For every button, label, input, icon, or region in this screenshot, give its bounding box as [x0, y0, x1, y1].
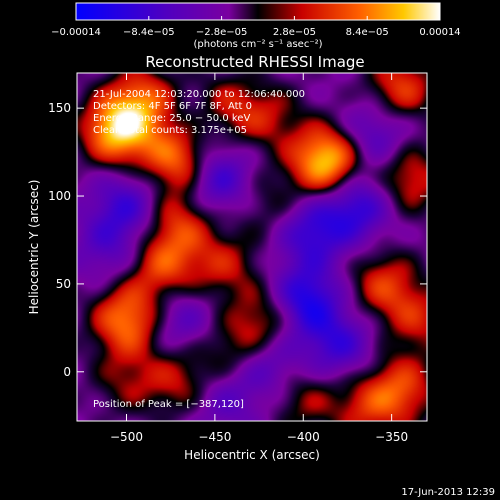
annotations: 21-Jul-2004 12:03:20.000 to 12:06:40.000… — [93, 89, 305, 410]
y-tick-label: 0 — [63, 365, 71, 379]
colorbar-gradient — [75, 2, 441, 21]
y-axis-ticks: 0 50 100 150 — [48, 101, 427, 379]
annotation-counts: Clean Total counts: 3.175e+05 — [93, 125, 247, 136]
annotation-energy: Energy Range: 25.0 − 50.0 keV — [93, 113, 250, 124]
x-tick-label: −500 — [110, 430, 143, 444]
colorbar-tick-label: 8.4e−05 — [346, 27, 389, 38]
x-axis-label: Heliocentric X (arcsec) — [184, 448, 320, 462]
colorbar: −0.00014 −8.4e−05 −2.8e−05 2.8e−05 8.4e−05 0.… — [51, 2, 461, 50]
annotation-peak: Position of Peak = [−387,120] — [93, 399, 244, 410]
annotation-time: 21-Jul-2004 12:03:20.000 to 12:06:40.000 — [93, 89, 305, 100]
plot-frame — [76, 72, 428, 422]
annotation-detectors: Detectors: 4F 5F 6F 7F 8F, Att 0 — [93, 101, 252, 112]
chart-title: Reconstructed RHESSI Image — [145, 53, 364, 71]
colorbar-tick-label: −2.8e−05 — [196, 27, 248, 38]
y-axis-label: Heliocentric Y (arcsec) — [27, 180, 41, 315]
x-tick-label: −450 — [198, 430, 231, 444]
plot-area — [76, 72, 428, 422]
colorbar-tick-label: 2.8e−05 — [273, 27, 316, 38]
colorbar-unit-label: (photons cm⁻² s⁻¹ asec⁻²) — [193, 39, 322, 50]
colorbar-tick-label: −8.4e−05 — [123, 27, 175, 38]
y-tick-label: 50 — [56, 277, 71, 291]
colorbar-tick-label: −0.00014 — [51, 27, 101, 38]
x-tick-label: −350 — [375, 430, 408, 444]
x-axis-ticks: −500 −450 −400 −350 — [110, 73, 408, 444]
colorbar-ticks: −0.00014 −8.4e−05 −2.8e−05 2.8e−05 8.4e−05 0.… — [51, 16, 461, 38]
x-tick-label: −400 — [287, 430, 320, 444]
colorbar-tick-label: 0.00014 — [419, 27, 460, 38]
y-tick-label: 150 — [48, 101, 71, 115]
y-tick-label: 100 — [48, 189, 71, 203]
timestamp: 17-Jun-2013 12:39 — [401, 487, 495, 498]
